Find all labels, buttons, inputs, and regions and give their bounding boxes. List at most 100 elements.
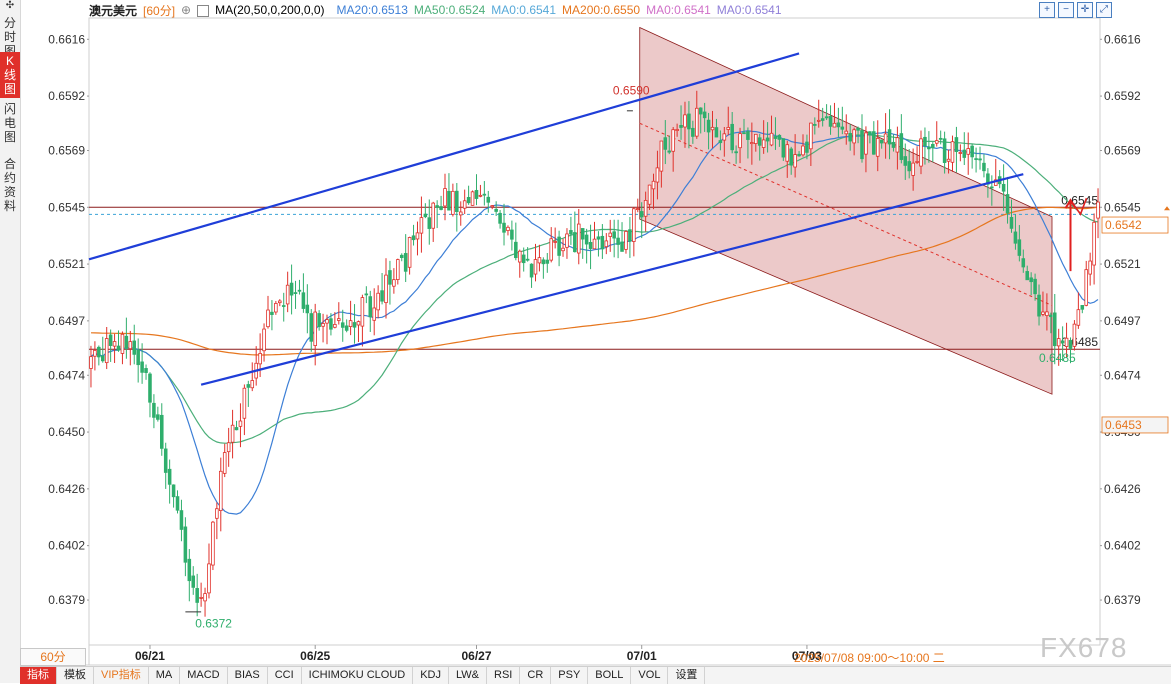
- candle-body: [360, 297, 365, 327]
- indicator-tab-15[interactable]: 设置: [668, 667, 706, 684]
- left-tab-2[interactable]: 闪电图: [3, 102, 16, 144]
- candle-body: [545, 259, 550, 264]
- indicator-icon: [197, 4, 210, 17]
- zoom-out-icon[interactable]: −: [1058, 2, 1074, 18]
- candle-body: [891, 141, 896, 148]
- candle-body: [380, 290, 384, 302]
- candle-body: [289, 282, 294, 296]
- indicator-tab-8[interactable]: KDJ: [413, 667, 449, 684]
- candle-body: [333, 324, 337, 328]
- left-tab-3[interactable]: 合约资料: [3, 157, 16, 213]
- candle-body: [1009, 216, 1014, 229]
- candle-body: [163, 448, 168, 473]
- lower-trendline[interactable]: [200, 173, 1024, 386]
- ma200-tag: 0.6453: [1105, 418, 1142, 432]
- indicator-tab-4[interactable]: MACD: [180, 667, 228, 684]
- y-tick-right: 0.6426: [1104, 482, 1141, 496]
- indicator-tab-9[interactable]: LW&: [449, 667, 488, 684]
- price-marker-icon: [1164, 206, 1170, 211]
- candle-body: [647, 184, 652, 205]
- candle-body: [1025, 271, 1030, 281]
- candle-body: [517, 250, 522, 263]
- candle-body: [120, 333, 125, 354]
- candle-body: [124, 335, 129, 349]
- candle-body: [872, 131, 876, 155]
- candle-body: [612, 231, 616, 239]
- candle-body: [403, 253, 408, 272]
- indicator-tab-0[interactable]: 指标: [20, 667, 57, 684]
- candle-body: [1041, 311, 1045, 315]
- candle-body: [852, 129, 856, 144]
- candle-body: [191, 575, 196, 588]
- candle-body: [549, 238, 554, 261]
- candle-body: [301, 292, 306, 309]
- candle-body: [950, 141, 955, 163]
- x-tick-label: 06/27: [461, 649, 491, 663]
- candle-body: [1096, 201, 1100, 219]
- reversal-annotation: [1069, 197, 1088, 216]
- candle-body: [183, 526, 188, 563]
- candle-body: [250, 380, 255, 389]
- candle-body: [588, 241, 593, 249]
- candle-body: [1037, 294, 1041, 317]
- indicator-tab-10[interactable]: RSI: [487, 667, 521, 684]
- indicator-tab-3[interactable]: MA: [149, 667, 181, 684]
- ma-value-5: MA0:0.6541: [716, 3, 782, 17]
- indicator-tab-2[interactable]: VIP指标: [94, 667, 149, 684]
- expand-icon[interactable]: ⤢: [1096, 2, 1112, 18]
- price-chart[interactable]: 0.6616 0.6592 0.6569 0.6545 0.6521 0.6497 0.64…: [0, 0, 1171, 666]
- candle-body: [923, 136, 927, 147]
- zoom-in-icon[interactable]: +: [1039, 2, 1055, 18]
- indicator-tab-13[interactable]: BOLL: [588, 667, 632, 684]
- candle-body: [396, 259, 400, 280]
- indicator-tab-6[interactable]: CCI: [268, 667, 302, 684]
- upper-trendline[interactable]: [88, 52, 800, 261]
- settings-icon[interactable]: ⊕: [181, 3, 192, 17]
- period-label[interactable]: [60分]: [143, 3, 176, 18]
- x-tick-label: 06/25: [300, 649, 330, 663]
- candle-body: [494, 208, 498, 212]
- ma-values: MA20:0.6513 MA50:0.6524 MA0:0.6541 MA200:0.…: [337, 3, 788, 17]
- candle-body: [742, 132, 746, 135]
- indicator-tab-12[interactable]: PSY: [551, 667, 589, 684]
- left-tab-0[interactable]: 分时图: [3, 16, 16, 58]
- candle-body: [726, 126, 731, 130]
- candle-body: [1080, 305, 1085, 310]
- candle-body: [781, 138, 786, 158]
- indicator-tab-5[interactable]: BIAS: [228, 667, 268, 684]
- target-icon[interactable]: ✣: [5, 0, 15, 11]
- candle-body: [297, 289, 302, 292]
- candle-body: [521, 254, 526, 264]
- crosshair-icon[interactable]: ✛: [1077, 2, 1093, 18]
- candle-body: [1084, 269, 1089, 306]
- indicator-tab-11[interactable]: CR: [520, 667, 552, 684]
- candle-body: [207, 563, 211, 594]
- y-tick-right: 0.6545: [1104, 200, 1141, 214]
- candle-body: [632, 208, 636, 242]
- candle-body: [698, 107, 703, 115]
- candle-body: [978, 158, 982, 161]
- indicator-tab-7[interactable]: ICHIMOKU CLOUD: [302, 667, 414, 684]
- candle-body: [561, 247, 565, 252]
- candle-body: [864, 132, 868, 155]
- candle-body: [352, 322, 357, 328]
- candle-body: [447, 190, 451, 211]
- candle-body: [337, 318, 341, 321]
- candle-body: [443, 188, 447, 207]
- period-selector[interactable]: 60分: [20, 648, 86, 666]
- candle-body: [455, 190, 459, 212]
- candle-body: [706, 119, 711, 133]
- candle-body: [801, 145, 805, 156]
- candle-body: [899, 133, 904, 160]
- indicator-tab-1[interactable]: 模板: [57, 667, 94, 684]
- candle-body: [809, 122, 813, 150]
- candle-body: [293, 292, 298, 294]
- candle-body: [592, 238, 597, 250]
- candle-body: [132, 340, 137, 355]
- indicator-tab-14[interactable]: VOL: [631, 667, 669, 684]
- candle-body: [765, 137, 770, 142]
- candle-body: [1045, 311, 1049, 317]
- candle-body: [187, 558, 192, 582]
- candle-body: [458, 211, 463, 216]
